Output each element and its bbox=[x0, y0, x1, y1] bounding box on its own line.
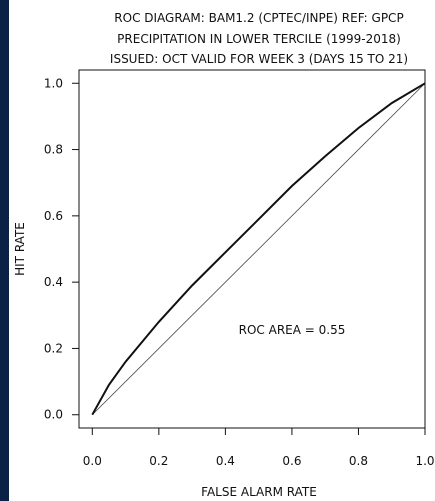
diagonal-reference-line bbox=[92, 82, 426, 416]
left-border bbox=[0, 0, 9, 501]
x-axis: 0.0 0.2 0.4 0.6 0.8 1.0 bbox=[83, 428, 435, 468]
y-tick-label: 0.8 bbox=[44, 143, 63, 157]
chart-title: ROC DIAGRAM: BAM1.2 (CPTEC/INPE) REF: GP… bbox=[110, 11, 408, 66]
y-tick-label: 1.0 bbox=[44, 76, 63, 90]
roc-area-annotation: ROC AREA = 0.55 bbox=[239, 323, 346, 337]
plot-area bbox=[78, 69, 426, 429]
title-line-2: PRECIPITATION IN LOWER TERCILE (1999-201… bbox=[117, 32, 401, 46]
roc-curve-line bbox=[91, 82, 426, 416]
y-tick-label: 0.4 bbox=[44, 275, 63, 289]
title-line-3: ISSUED: OCT VALID FOR WEEK 3 (DAYS 15 TO… bbox=[110, 52, 408, 66]
x-tick-label: 1.0 bbox=[415, 454, 434, 468]
x-tick-label: 0.8 bbox=[349, 454, 368, 468]
x-tick-label: 0.2 bbox=[149, 454, 168, 468]
x-tick-label: 0.4 bbox=[216, 454, 235, 468]
y-tick-label: 0.2 bbox=[44, 341, 63, 355]
x-tick-label: 0.6 bbox=[282, 454, 301, 468]
y-tick-label: 0.6 bbox=[44, 209, 63, 223]
title-line-1: ROC DIAGRAM: BAM1.2 (CPTEC/INPE) REF: GP… bbox=[114, 11, 403, 25]
y-axis: 0.0 0.2 0.4 0.6 0.8 1.0 bbox=[44, 76, 79, 422]
y-axis-label: HIT RATE bbox=[13, 222, 27, 276]
x-axis-label: FALSE ALARM RATE bbox=[201, 485, 317, 499]
chart-panel bbox=[9, 0, 435, 501]
y-tick-label: 0.0 bbox=[44, 408, 63, 422]
x-tick-label: 0.0 bbox=[83, 454, 102, 468]
